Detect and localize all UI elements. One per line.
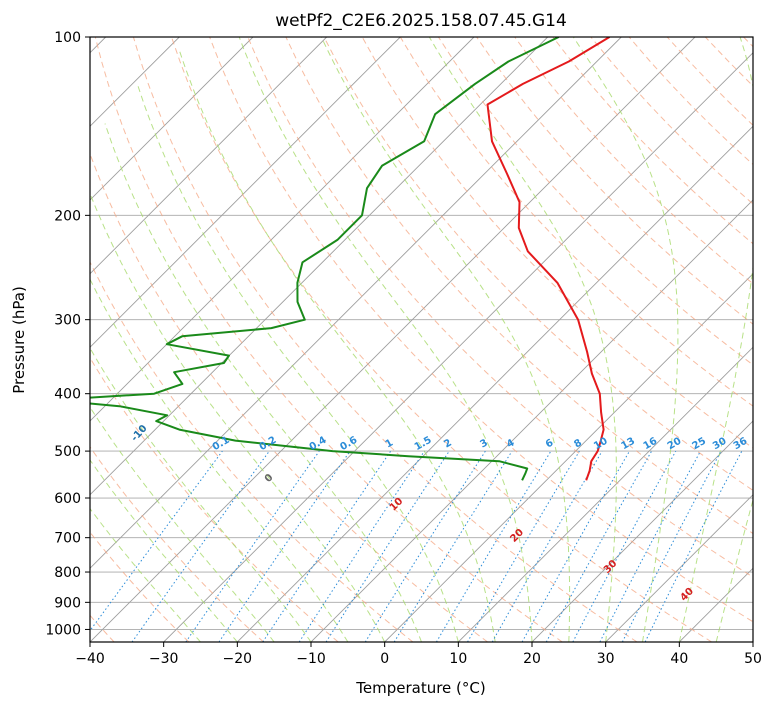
chart-title: wetPf2_C2E6.2025.158.07.45.G14: [275, 11, 567, 31]
x-tick-label: 10: [449, 651, 467, 667]
x-tick-label: −40: [75, 651, 105, 667]
y-tick-label: 600: [54, 491, 81, 507]
y-tick-label: 200: [54, 208, 81, 224]
x-tick-label: 50: [744, 651, 762, 667]
y-tick-label: 700: [54, 531, 81, 547]
y-tick-label: 400: [54, 387, 81, 403]
x-tick-label: 20: [523, 651, 541, 667]
x-tick-label: −20: [223, 651, 253, 667]
x-axis-label: Temperature (°C): [355, 679, 485, 697]
x-tick-label: −10: [296, 651, 326, 667]
y-tick-label: 800: [54, 565, 81, 581]
x-tick-label: −30: [149, 651, 179, 667]
y-axis-label: Pressure (hPa): [10, 286, 28, 394]
y-tick-label: 300: [54, 313, 81, 329]
x-tick-label: 40: [670, 651, 688, 667]
y-tick-label: 1000: [45, 622, 81, 638]
x-tick-label: 30: [597, 651, 615, 667]
y-tick-label: 100: [54, 30, 81, 46]
y-tick-label: 500: [54, 444, 81, 460]
y-tick-label: 900: [54, 595, 81, 611]
x-tick-label: 0: [380, 651, 389, 667]
